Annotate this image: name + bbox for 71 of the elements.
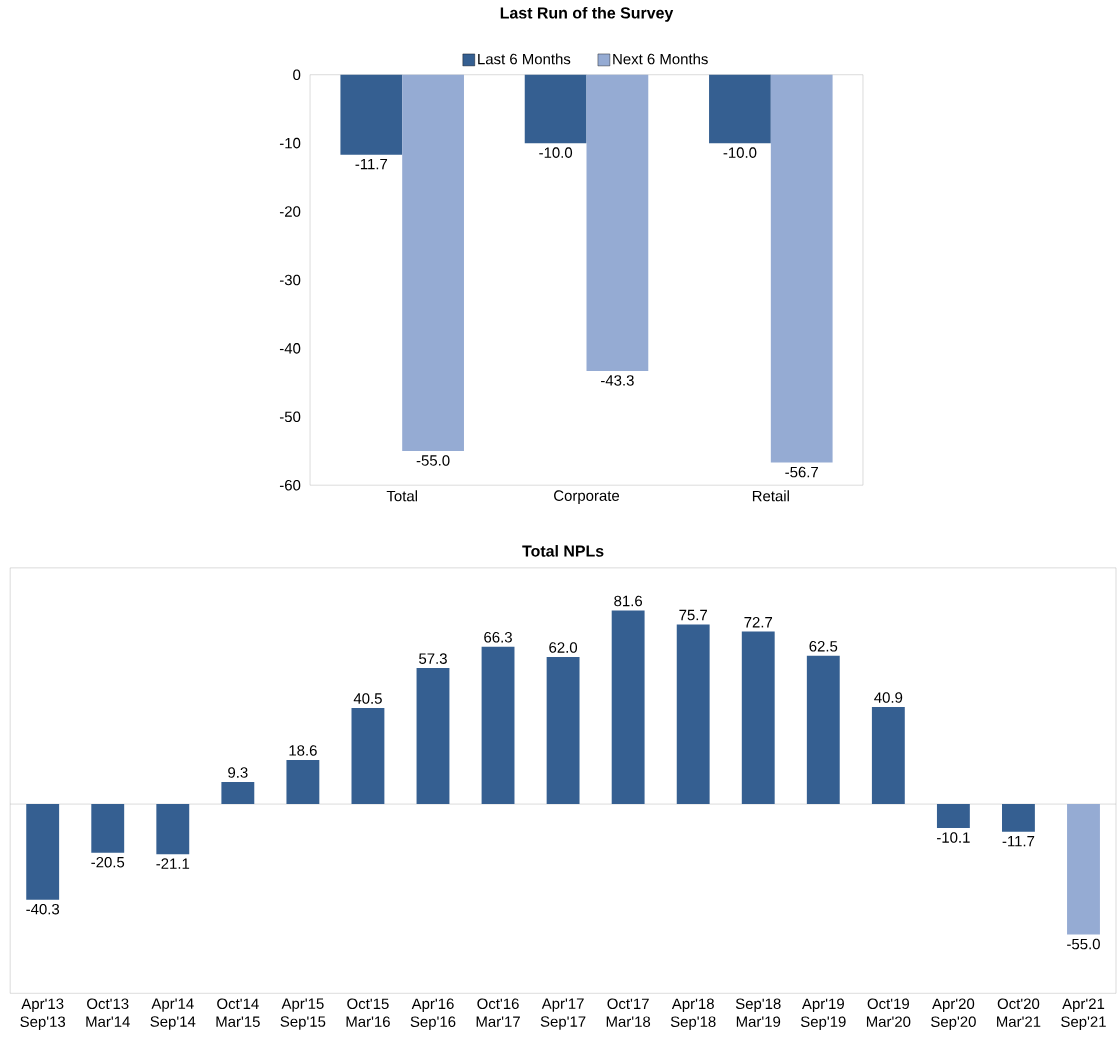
x-tick-label: Oct'14 Mar'15 [216, 998, 260, 1027]
data-label: 40.5 [353, 693, 382, 704]
y-tick-label: 0 [293, 69, 301, 80]
data-label: -55.0 [1067, 938, 1100, 950]
bar [26, 804, 60, 900]
data-label: -10.0 [539, 147, 573, 158]
bar [91, 804, 125, 853]
y-tick-label: -50 [279, 411, 301, 423]
x-tick-label: Apr'21 Sep'21 [1061, 998, 1106, 1030]
bar [676, 624, 710, 805]
bar [741, 631, 775, 805]
x-tick-label: Oct'15 Mar'16 [346, 998, 390, 1027]
data-label: 72.7 [744, 616, 773, 628]
bar [806, 655, 840, 805]
chart-title: Last Run of the Survey [500, 6, 674, 22]
data-label: -11.7 [355, 158, 388, 170]
data-label: 66.3 [484, 631, 512, 643]
data-label: -20.5 [91, 856, 125, 868]
x-tick-label: Oct'20 Mar'21 [997, 998, 1041, 1027]
bar [611, 610, 645, 805]
data-label: 57.3 [419, 653, 447, 664]
y-tick-label: -40 [279, 343, 301, 354]
data-label: -21.1 [156, 858, 190, 869]
bar [156, 804, 190, 855]
x-tick-label: Apr'18 Sep'18 [670, 998, 716, 1030]
legend-label: Next 6 Months [613, 53, 708, 65]
x-tick-label: Oct'17 Mar'18 [606, 998, 651, 1027]
data-label: 75.7 [679, 609, 707, 621]
legend-label: Last 6 Months [478, 53, 571, 65]
data-label: -43.3 [601, 375, 634, 386]
data-label: -55.0 [416, 455, 450, 466]
data-label: -40.3 [26, 903, 60, 915]
y-tick-label: -10 [279, 137, 301, 149]
x-tick-label: Apr'17 Sep'17 [540, 998, 586, 1030]
x-tick-label: Apr'20 Sep'20 [931, 998, 976, 1030]
chart-title: Total NPLs [522, 545, 604, 557]
x-tick-label: Apr'15 Sep'15 [280, 998, 326, 1030]
data-label: 18.6 [289, 745, 317, 756]
x-tick-label: Apr'13 Sep'13 [20, 998, 66, 1030]
x-tick-label: Oct'19 Mar'20 [866, 998, 911, 1027]
data-label: 9.3 [228, 767, 248, 778]
x-tick-label: Retail [752, 490, 789, 502]
x-tick-label: Oct'13 Mar'14 [86, 998, 130, 1027]
y-tick-label: -60 [279, 479, 301, 491]
x-tick-label: Corporate [554, 490, 620, 504]
data-label: -10.1 [937, 832, 970, 843]
x-tick-label: Sep'18 Mar'19 [735, 998, 781, 1027]
data-label: 81.6 [614, 595, 643, 607]
bar [351, 707, 385, 805]
bar [221, 781, 255, 805]
bar [1067, 804, 1100, 935]
bar [546, 656, 580, 805]
y-tick-label: -30 [279, 274, 301, 286]
x-tick-label: Apr'14 Sep'14 [150, 998, 196, 1030]
bar [416, 668, 450, 805]
x-tick-label: Total [386, 490, 417, 502]
data-label: 40.9 [874, 692, 903, 703]
data-label: -10.0 [723, 147, 757, 158]
bar [871, 707, 905, 805]
x-tick-label: Apr'19 Sep'19 [800, 998, 846, 1030]
data-label: -11.7 [1002, 836, 1035, 847]
x-tick-label: Apr'16 Sep'16 [410, 998, 456, 1030]
data-label: 62.0 [549, 642, 578, 653]
data-label: -56.7 [785, 466, 818, 478]
bar [286, 759, 320, 805]
x-tick-label: Oct'16 Mar'17 [476, 998, 520, 1027]
y-tick-label: -20 [279, 206, 301, 217]
bar [1002, 804, 1035, 832]
bar [936, 804, 970, 829]
data-label: 62.5 [809, 641, 838, 652]
bar [481, 646, 515, 805]
